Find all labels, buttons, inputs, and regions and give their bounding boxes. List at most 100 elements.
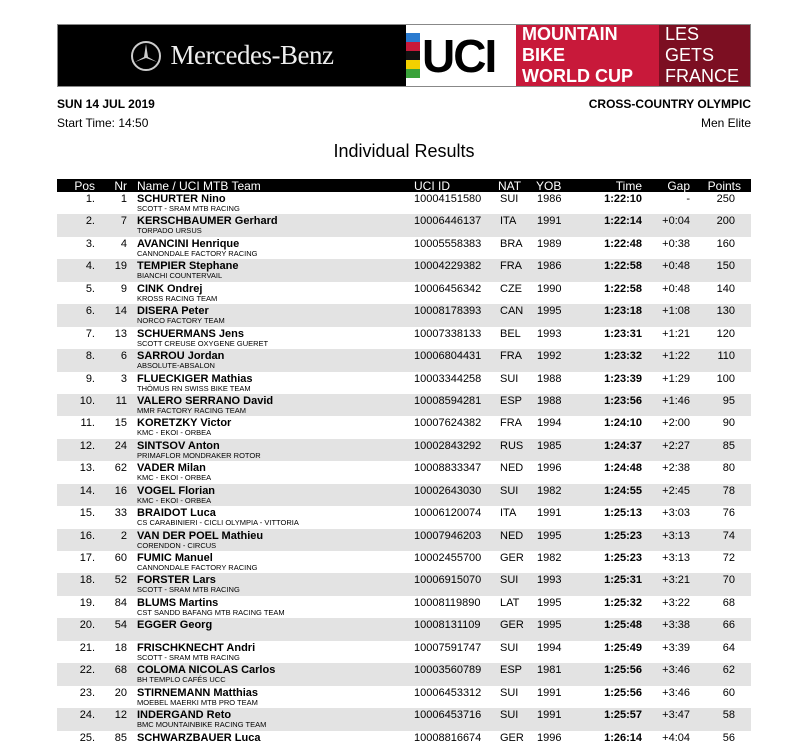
mercedes-benz-logo: Mercedes-Benz: [58, 25, 406, 86]
time-cell: 1:23:32: [604, 350, 642, 363]
points-cell: 66: [722, 619, 735, 632]
nr-cell: 15: [114, 417, 127, 430]
rider-name: VADER Milan: [137, 462, 206, 475]
pos-cell: 20.: [79, 619, 95, 632]
time-cell: 1:24:48: [604, 462, 642, 475]
pos-cell: 3.: [85, 237, 95, 250]
rider-name: SINTSOV Anton: [137, 439, 220, 452]
uci-id-cell: 10007338133: [414, 327, 482, 340]
points-cell: 250: [716, 193, 735, 205]
yob-cell: 1990: [537, 282, 562, 295]
venue: LES GETS FRANCE: [659, 24, 750, 86]
nr-cell: 62: [114, 462, 127, 475]
uci-id-cell: 10004151580: [414, 193, 482, 205]
nr-cell: 20: [114, 686, 127, 699]
pos-cell: 24.: [79, 709, 95, 722]
rider-name: VOGEL Florian: [137, 484, 216, 497]
uci-id-cell: 10007591747: [414, 641, 482, 654]
time-cell: 1:24:10: [604, 417, 642, 430]
time-cell: 1:25:56: [604, 664, 642, 677]
uci-id-cell: 10006456342: [414, 282, 482, 295]
gap-cell: +2:00: [662, 417, 690, 430]
nat-cell: ESP: [500, 664, 523, 677]
gap-cell: +4:04: [662, 731, 690, 744]
rainbow-stripes-icon: [406, 33, 420, 78]
pos-cell: 9.: [85, 372, 95, 385]
uci-logo: UCI: [406, 25, 516, 86]
col-yob: YOB: [536, 179, 562, 193]
time-cell: 1:24:37: [604, 439, 642, 452]
gap-cell: +1:46: [662, 394, 690, 407]
nat-cell: NED: [500, 462, 524, 475]
gap-cell: +0:04: [662, 215, 690, 228]
table-row: 7. 13 SCHUERMANS Jens SCOTT CREUSE OXYGENE …: [57, 327, 751, 349]
team-name: PRIMAFLOR MONDRAKER ROTOR: [137, 450, 261, 460]
rider-name: AVANCINI Henrique: [137, 237, 240, 250]
nr-cell: 33: [114, 507, 127, 520]
team-name: SCOTT CREUSE OXYGENE GUERET: [137, 338, 269, 348]
team-name: NORCO FACTORY TEAM: [137, 316, 225, 326]
gap-cell: +3:46: [662, 686, 690, 699]
time-cell: 1:25:23: [604, 552, 642, 564]
points-cell: 85: [722, 439, 735, 452]
rider-name: KERSCHBAUMER Gerhard: [137, 215, 278, 228]
nat-cell: ESP: [500, 394, 523, 407]
table-row: 11. 15 KORETZKY Victor KMC - EKOI - ORBEA 10…: [57, 416, 751, 438]
yob-cell: 1996: [537, 731, 562, 744]
nat-cell: SUI: [500, 686, 519, 699]
col-name: Name / UCI MTB Team: [137, 179, 261, 193]
gap-cell: +3:13: [662, 529, 690, 542]
nr-cell: 24: [114, 439, 127, 452]
nr-cell: 13: [114, 327, 127, 340]
yob-cell: 1992: [537, 350, 562, 363]
yob-cell: 1986: [537, 260, 562, 273]
nr-cell: 54: [114, 619, 127, 632]
rider-name: STIRNEMANN Matthias: [137, 686, 259, 699]
series-line1: MOUNTAIN BIKE: [522, 24, 618, 65]
yob-cell: 1982: [537, 484, 562, 497]
yob-cell: 1991: [537, 507, 562, 520]
nr-cell: 68: [114, 664, 127, 677]
gap-cell: +3:22: [662, 596, 690, 609]
team-name: MOEBEL MAERKI MTB PRO TEAM: [137, 697, 258, 707]
team-name: KMC - EKOI - ORBEA: [137, 473, 212, 483]
uci-id-cell: 10008119890: [414, 596, 481, 609]
rider-name: SARROU Jordan: [137, 350, 225, 363]
yob-cell: 1988: [537, 372, 562, 385]
nr-cell: 3: [120, 372, 127, 385]
pos-cell: 11.: [80, 417, 95, 430]
nat-cell: ITA: [500, 507, 517, 520]
pos-cell: 15.: [79, 507, 95, 520]
gap-cell: +3:03: [662, 507, 690, 520]
points-cell: 90: [722, 417, 735, 430]
yob-cell: 1994: [537, 641, 562, 654]
uci-id-cell: 10007624382: [414, 417, 482, 430]
nat-cell: SUI: [500, 641, 519, 654]
yob-cell: 1989: [537, 237, 562, 250]
table-row: 3. 4 AVANCINI Henrique CANNONDALE FACTORY R…: [57, 237, 751, 259]
team-name: SCOTT - SRAM MTB RACING: [137, 652, 240, 662]
gap-cell: +0:48: [662, 282, 690, 295]
time-cell: 1:22:10: [604, 193, 642, 205]
uci-id-cell: 10003560789: [414, 664, 482, 677]
nat-cell: CZE: [500, 282, 522, 295]
points-cell: 70: [722, 574, 735, 587]
event-name: CROSS-COUNTRY OLYMPIC: [588, 97, 751, 111]
table-row: 1. 1 SCHURTER Nino SCOTT - SRAM MTB RACING 1…: [57, 192, 751, 214]
nat-cell: SUI: [500, 372, 519, 385]
points-cell: 76: [722, 507, 735, 520]
points-cell: 130: [716, 305, 735, 318]
nat-cell: CAN: [500, 305, 524, 318]
yob-cell: 1993: [537, 574, 562, 587]
venue-line1: LES GETS: [665, 24, 715, 65]
yob-cell: 1995: [537, 305, 562, 318]
pos-cell: 6.: [85, 305, 95, 318]
table-row: 19. 84 BLUMS Martins CST SANDD BAFANG MTB R…: [57, 596, 751, 618]
gap-cell: +3:46: [662, 664, 690, 677]
header-banner: Mercedes-Benz UCI MOUNTAIN BIKE WORLD CU…: [57, 24, 751, 87]
rider-name: SCHURTER Nino: [137, 193, 226, 205]
uci-id-cell: 10006120074: [414, 507, 482, 520]
gap-cell: +1:08: [662, 305, 690, 318]
table-row: 25. 85 SCHWARZBAUER Luca 10008816674 GER 1996…: [57, 731, 751, 753]
table-row: 5. 9 CINK Ondrej KROSS RACING TEAM 100064563…: [57, 282, 751, 304]
